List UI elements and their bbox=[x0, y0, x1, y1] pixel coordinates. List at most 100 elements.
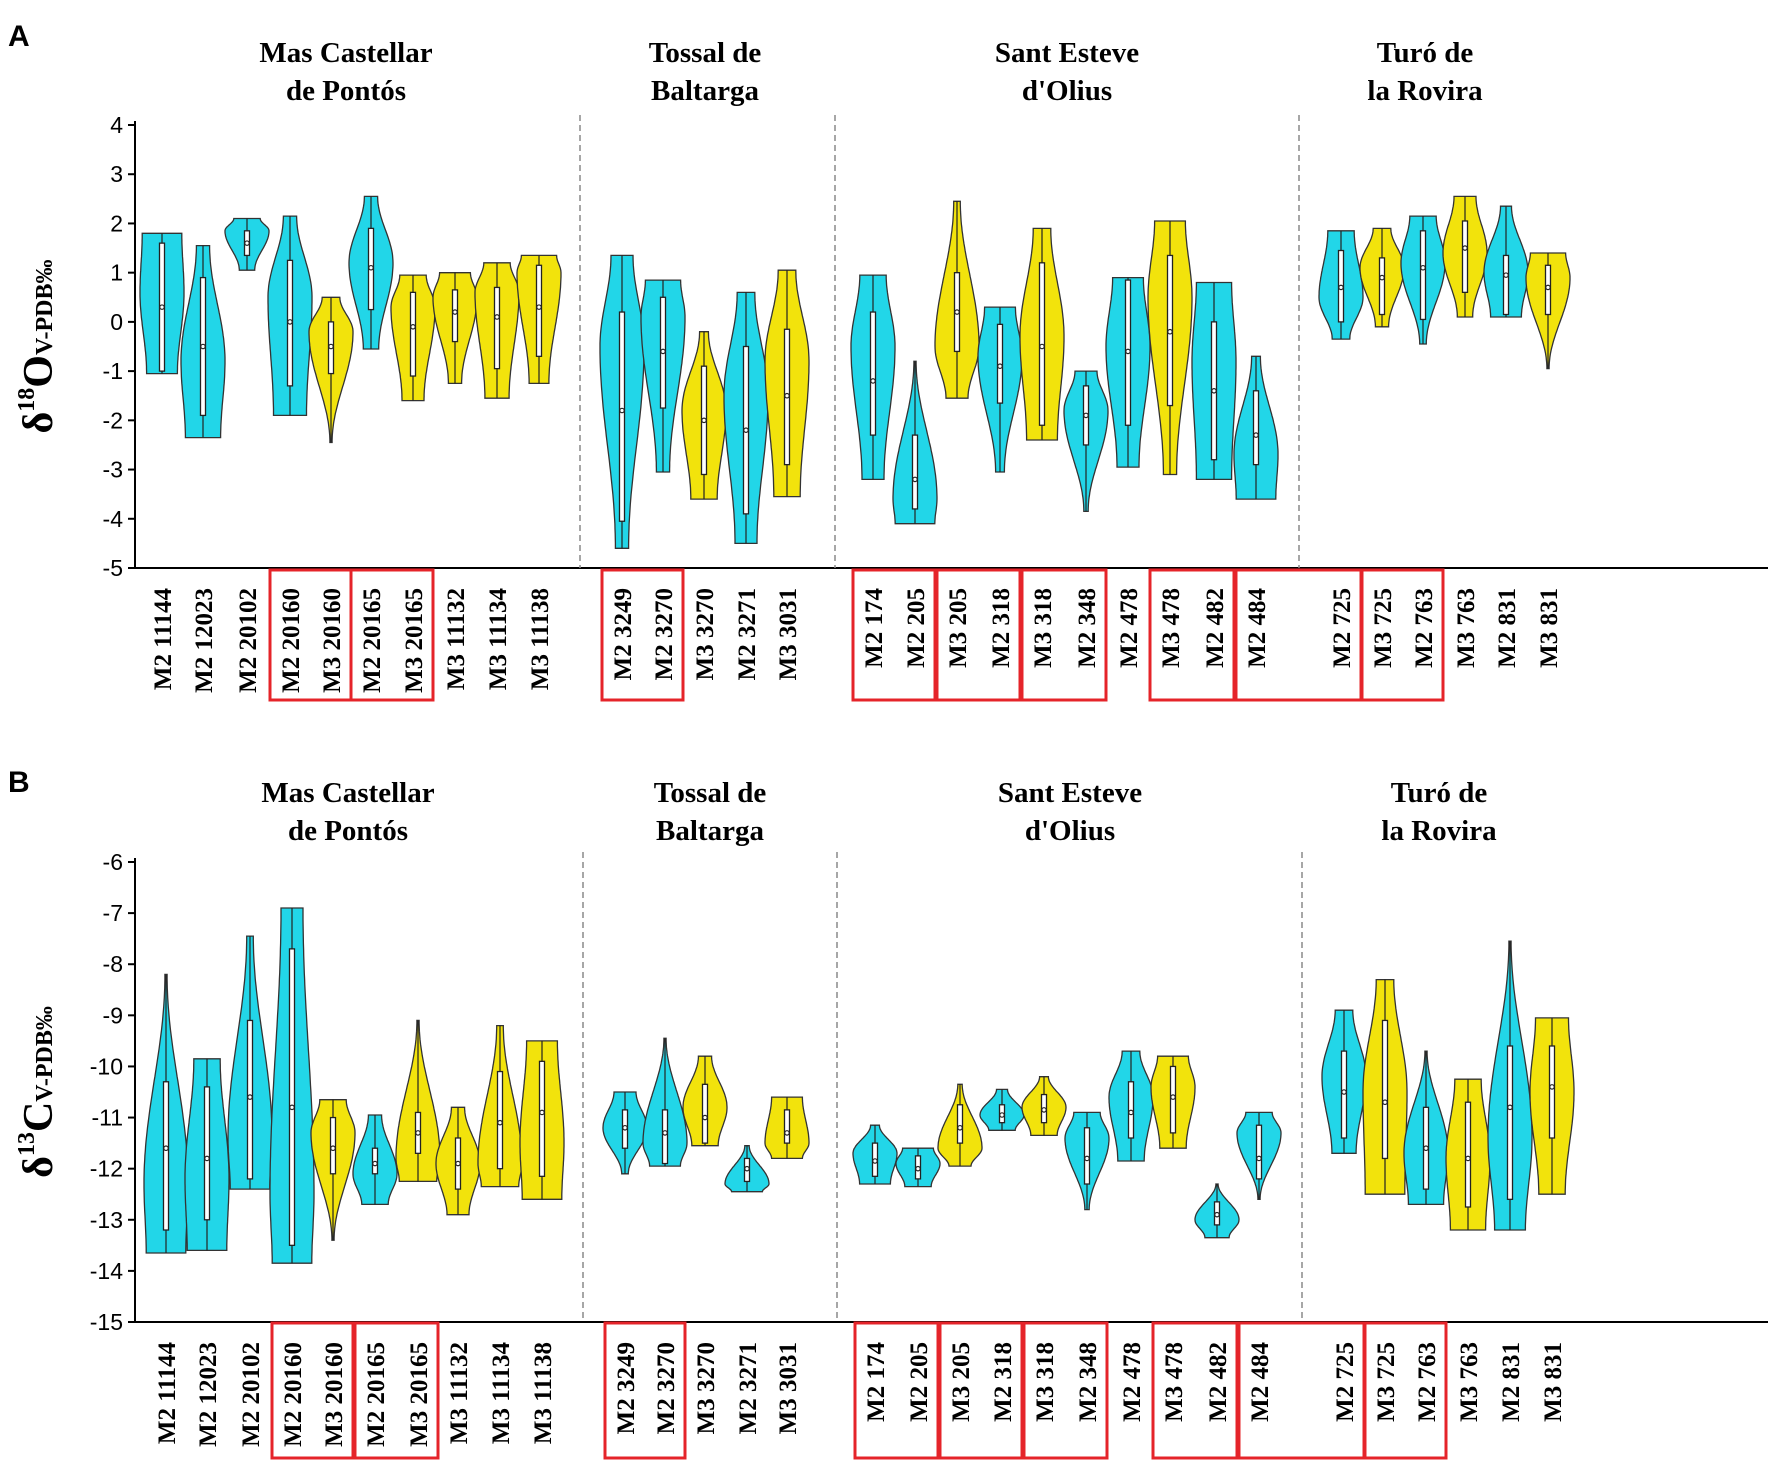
violin-m2-174 bbox=[850, 274, 896, 481]
x-category-label: M3 831 bbox=[1540, 1342, 1567, 1422]
x-category-label: M2 318 bbox=[988, 588, 1015, 668]
x-category-label: M3 20165 bbox=[406, 1342, 433, 1447]
violin-m2-20160 bbox=[269, 907, 315, 1264]
violin-m3-20165 bbox=[395, 1019, 441, 1183]
violin-median bbox=[660, 348, 666, 355]
violin-m3-318 bbox=[1021, 1076, 1067, 1137]
violin-m2-11144 bbox=[143, 973, 189, 1254]
violin-m2-318 bbox=[979, 1088, 1025, 1131]
x-category-label: M2 348 bbox=[1075, 1342, 1102, 1422]
y-axis-label: δ13CV-PDB‰ bbox=[14, 1006, 62, 1178]
x-category-label: M2 12023 bbox=[195, 1342, 222, 1447]
violin-median bbox=[1382, 1099, 1388, 1106]
x-category-label: M2 3271 bbox=[734, 588, 761, 680]
pair-highlight-box bbox=[935, 568, 1022, 702]
x-category-label: M3 318 bbox=[1032, 1342, 1059, 1422]
pair-highlight-box bbox=[938, 1321, 1024, 1460]
x-category-label: M3 3270 bbox=[692, 588, 719, 680]
violin-m2-12023 bbox=[180, 244, 226, 439]
violin-m2-3271 bbox=[724, 1145, 770, 1193]
violin-median bbox=[1503, 272, 1509, 278]
violin-median bbox=[1253, 432, 1259, 438]
violin-m3-3031 bbox=[764, 1096, 810, 1160]
y-tick-label: 0 bbox=[110, 309, 123, 335]
site-title: de Pontós bbox=[288, 815, 408, 847]
violin-iqr-box bbox=[956, 1104, 964, 1144]
y-axis-label: δ18OV-PDB‰ bbox=[14, 259, 62, 433]
violin-median bbox=[1341, 1089, 1347, 1095]
violin-iqr-box bbox=[288, 948, 296, 1246]
x-category-label: M3 763 bbox=[1456, 1342, 1483, 1422]
x-category-label: M2 3249 bbox=[613, 1342, 640, 1434]
y-tick-label: -14 bbox=[90, 1258, 123, 1284]
violin-m2-20165 bbox=[352, 1114, 398, 1206]
pair-highlight-box bbox=[853, 1321, 940, 1460]
x-category-label: M2 763 bbox=[1414, 1342, 1441, 1422]
y-tick-label: -3 bbox=[103, 457, 123, 483]
violin-iqr-box bbox=[535, 264, 543, 357]
violin-m3-11132 bbox=[435, 1106, 481, 1216]
x-category-label: M3 763 bbox=[1453, 588, 1480, 668]
violin-m3-11138 bbox=[516, 254, 562, 385]
x-category-label: M2 3249 bbox=[610, 588, 637, 680]
violin-median bbox=[415, 1130, 421, 1136]
violin-median bbox=[870, 378, 876, 384]
violin-iqr-box bbox=[1378, 257, 1386, 316]
violin-m3-725 bbox=[1359, 227, 1405, 328]
x-category-label: M3 20165 bbox=[401, 588, 428, 693]
violin-m2-763 bbox=[1403, 1050, 1449, 1206]
y-tick-label: -8 bbox=[103, 951, 123, 977]
violin-median bbox=[1256, 1155, 1262, 1162]
violin-iqr-box bbox=[911, 434, 919, 510]
violin-iqr-box bbox=[1252, 390, 1260, 466]
violin-median bbox=[497, 1119, 503, 1126]
y-tick-label: -9 bbox=[103, 1002, 123, 1028]
violin-m2-484 bbox=[1233, 355, 1279, 500]
violin-median bbox=[702, 1114, 708, 1121]
violin-iqr-box bbox=[618, 311, 626, 522]
violin-median bbox=[784, 392, 790, 399]
pair-highlight-box bbox=[353, 1321, 440, 1460]
x-category-label: M2 482 bbox=[1205, 1342, 1232, 1422]
violin-m3-831 bbox=[1525, 252, 1571, 370]
y-tick-label: -11 bbox=[91, 1105, 123, 1131]
violin-median bbox=[452, 309, 458, 315]
violin-median bbox=[1170, 1094, 1176, 1100]
violin-m3-3031 bbox=[764, 269, 810, 498]
x-category-label: M2 725 bbox=[1332, 1342, 1359, 1422]
violin-median bbox=[410, 324, 416, 330]
violin-median bbox=[1084, 1155, 1090, 1162]
violin-iqr-box bbox=[162, 1081, 170, 1231]
x-category-label: M2 11144 bbox=[154, 1342, 181, 1445]
site-title: d'Olius bbox=[1022, 75, 1112, 107]
panel-b-carbon: B Mas Castellar de Pontós Tossal de Baltarga… bbox=[8, 766, 1768, 1460]
violin-median bbox=[1214, 1211, 1220, 1218]
violin-m3-3270 bbox=[681, 331, 727, 500]
x-category-label: M3 205 bbox=[948, 1342, 975, 1422]
site-title: Tossal de bbox=[654, 777, 767, 809]
violin-iqr-box bbox=[409, 291, 417, 377]
violin-m3-11138 bbox=[519, 1040, 565, 1200]
y-tick-label: -7 bbox=[103, 900, 123, 926]
x-category-label: M2 20160 bbox=[278, 588, 305, 693]
site-title: Sant Esteve bbox=[998, 777, 1142, 809]
violin-iqr-box bbox=[1464, 1101, 1472, 1208]
pair-highlight-box bbox=[349, 568, 435, 702]
x-category-label: M2 725 bbox=[1329, 588, 1356, 668]
violin-median bbox=[743, 427, 749, 433]
violin-m3-20165 bbox=[390, 274, 436, 402]
violin-m2-3249 bbox=[602, 1091, 648, 1175]
violin-m3-11132 bbox=[432, 272, 478, 385]
violin-m2-482 bbox=[1191, 281, 1237, 481]
violin-iqr-box bbox=[1381, 1019, 1389, 1160]
violin-m3-478 bbox=[1147, 220, 1193, 476]
violin-median bbox=[622, 1124, 628, 1131]
violin-median bbox=[328, 343, 334, 350]
x-category-label: M2 3270 bbox=[651, 588, 678, 680]
x-category-label: M3 318 bbox=[1030, 588, 1057, 668]
x-category-label: M2 831 bbox=[1498, 1342, 1525, 1422]
violin-m2-20102 bbox=[224, 217, 270, 271]
violin-iqr-box bbox=[493, 286, 501, 370]
x-category-label: M3 11134 bbox=[488, 1342, 515, 1445]
